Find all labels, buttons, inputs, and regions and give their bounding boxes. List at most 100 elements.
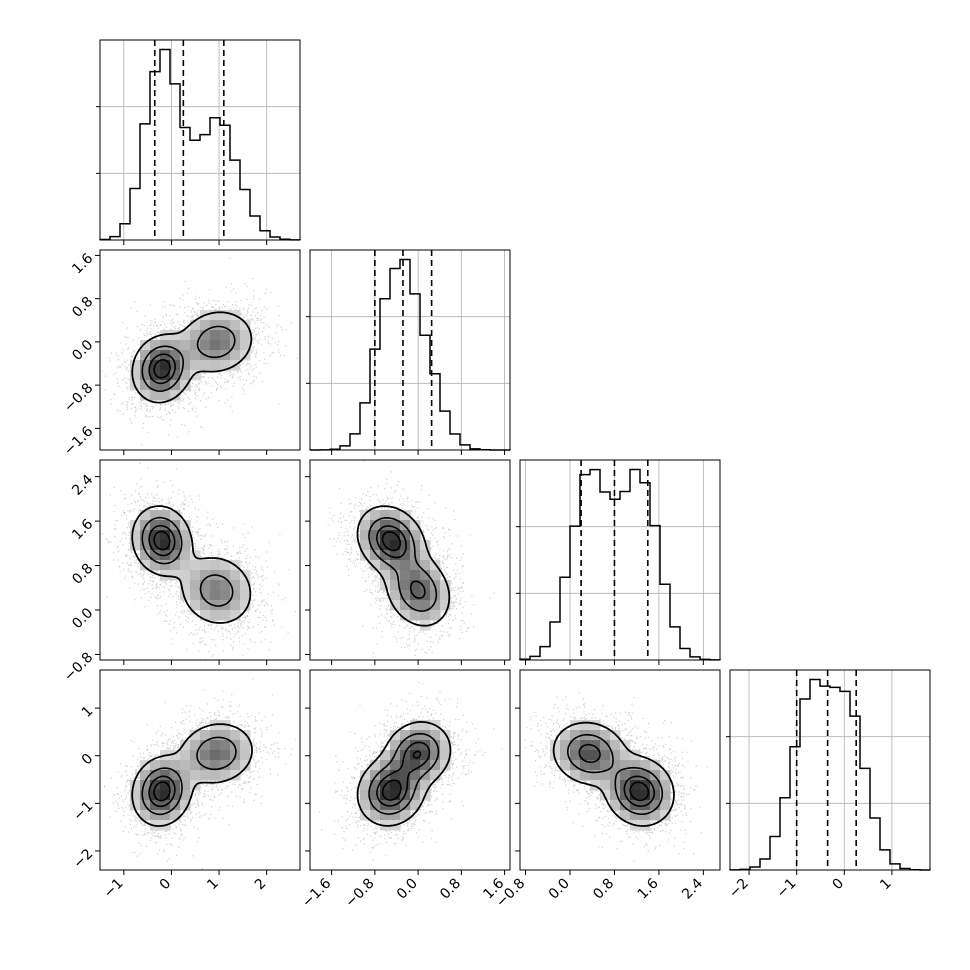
density-cell xyxy=(610,760,621,771)
density-cell xyxy=(240,340,251,351)
density-cell xyxy=(390,600,401,611)
density-cell xyxy=(430,600,441,611)
density-cell xyxy=(170,810,181,821)
density-cell xyxy=(640,790,651,801)
density-cell xyxy=(370,780,381,791)
density-cell xyxy=(180,740,191,751)
density-cell xyxy=(200,320,211,331)
density-cell xyxy=(390,790,401,801)
density-cell xyxy=(170,530,181,541)
density-cell xyxy=(190,750,201,761)
density-cell xyxy=(230,730,241,741)
density-cell xyxy=(170,510,181,521)
density-cell xyxy=(360,510,371,521)
density-cell xyxy=(420,770,431,781)
density-cell xyxy=(430,610,441,621)
density-cell xyxy=(180,520,191,531)
density-cell xyxy=(170,800,181,811)
density-cell xyxy=(390,530,401,541)
density-cell xyxy=(570,740,581,751)
density-cell xyxy=(360,800,371,811)
density-cell xyxy=(390,580,401,591)
density-cell xyxy=(200,340,211,351)
density-cell xyxy=(400,520,411,531)
density-cell xyxy=(620,800,631,811)
density-cell xyxy=(600,770,611,781)
density-panel-1-0 xyxy=(95,249,301,455)
density-cell xyxy=(390,560,401,571)
density-cell xyxy=(150,760,161,771)
x-tick-label: 2 xyxy=(252,876,270,894)
density-cell xyxy=(420,580,431,591)
density-cell xyxy=(410,570,421,581)
density-cell xyxy=(610,740,621,751)
density-cell xyxy=(230,330,241,341)
density-cell xyxy=(240,320,251,331)
density-cell xyxy=(140,390,151,401)
density-cell xyxy=(370,550,381,561)
density-cell xyxy=(660,790,671,801)
density-cell xyxy=(380,760,391,771)
density-cell xyxy=(420,590,431,601)
panel-contents xyxy=(103,678,297,870)
density-cell xyxy=(230,580,241,591)
density-cell xyxy=(160,540,171,551)
density-cell xyxy=(410,760,421,771)
density-cell xyxy=(420,550,431,561)
y-tick-label: −0.8 xyxy=(61,649,96,684)
density-cell xyxy=(160,530,171,541)
density-cell xyxy=(220,730,231,741)
y-tick-label: −1.6 xyxy=(61,423,96,458)
density-cell xyxy=(360,520,371,531)
x-tick-label: −1 xyxy=(101,876,127,902)
x-tick-label: 0 xyxy=(157,876,175,894)
density-cell xyxy=(190,770,201,781)
density-cell xyxy=(410,530,421,541)
density-cell xyxy=(390,510,401,521)
density-cell xyxy=(600,730,611,741)
density-cell xyxy=(190,590,201,601)
x-tick-label: −2 xyxy=(726,876,752,902)
density-cell xyxy=(170,330,181,341)
density-cell xyxy=(240,590,251,601)
panel-frame xyxy=(99,459,301,661)
density-cell xyxy=(220,310,231,321)
density-cell xyxy=(360,770,371,781)
density-cell xyxy=(200,600,211,611)
density-cell xyxy=(390,810,401,821)
density-cell xyxy=(190,370,201,381)
density-cell xyxy=(440,740,451,751)
density-cell xyxy=(570,770,581,781)
density-cell xyxy=(220,320,231,331)
x-tick-label: 0.0 xyxy=(546,876,573,903)
density-cell xyxy=(140,770,151,781)
density-cell xyxy=(160,780,171,791)
density-cell xyxy=(180,540,191,551)
density-cell xyxy=(210,330,221,341)
density-cell xyxy=(170,350,181,361)
density-cell xyxy=(210,340,221,351)
panel-contents xyxy=(327,460,495,657)
density-cell xyxy=(410,720,421,731)
density-cell xyxy=(590,720,601,731)
density-cell xyxy=(580,750,591,761)
density-cell xyxy=(180,590,191,601)
density-cell xyxy=(140,550,151,561)
contour-level-3 xyxy=(629,781,650,802)
density-cell xyxy=(600,790,611,801)
density-cell xyxy=(210,360,221,371)
density-cell xyxy=(200,770,211,781)
density-cell xyxy=(210,750,221,761)
density-cell xyxy=(190,320,201,331)
density-cell xyxy=(130,370,141,381)
density-cell xyxy=(360,780,371,791)
density-cell xyxy=(240,330,251,341)
density-cell xyxy=(180,790,191,801)
density-cell xyxy=(560,730,571,741)
density-cell xyxy=(220,570,231,581)
density-cell xyxy=(660,770,671,781)
density-cell xyxy=(170,540,181,551)
density-cell xyxy=(390,730,401,741)
density-cell xyxy=(200,580,211,591)
density-cell xyxy=(190,740,201,751)
